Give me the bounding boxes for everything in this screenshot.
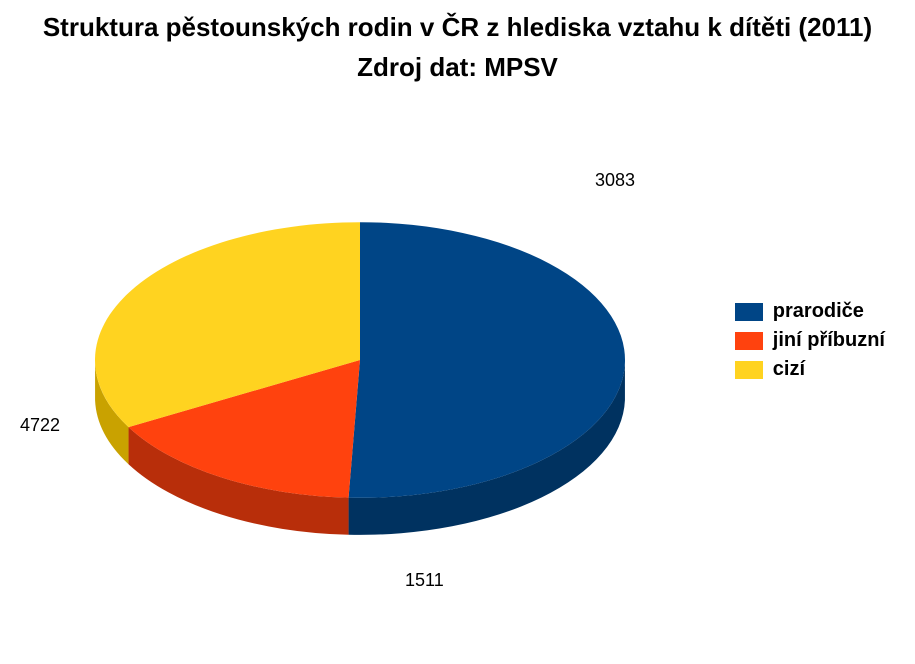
chart-subtitle: Zdroj dat: MPSV bbox=[0, 52, 915, 83]
legend-item: prarodiče bbox=[735, 300, 885, 323]
legend-swatch bbox=[735, 332, 763, 350]
chart-title: Struktura pěstounských rodin v ČR z hled… bbox=[0, 12, 915, 43]
legend-swatch bbox=[735, 361, 763, 379]
chart-container: { "chart": { "type": "pie", "title": "St… bbox=[0, 0, 915, 664]
slice-label-jini-pribuzni: 1511 bbox=[405, 570, 444, 591]
slice-label-cizi: 3083 bbox=[595, 170, 635, 191]
legend-label: prarodiče bbox=[773, 300, 864, 323]
slice-label-prarodice: 4722 bbox=[20, 415, 60, 436]
legend: prarodiče jiní příbuzní cizí bbox=[735, 300, 885, 387]
legend-label: cizí bbox=[773, 358, 805, 381]
legend-swatch bbox=[735, 303, 763, 321]
legend-label: jiní příbuzní bbox=[773, 329, 885, 352]
pie-chart bbox=[60, 110, 660, 610]
legend-item: cizí bbox=[735, 358, 885, 381]
legend-item: jiní příbuzní bbox=[735, 329, 885, 352]
